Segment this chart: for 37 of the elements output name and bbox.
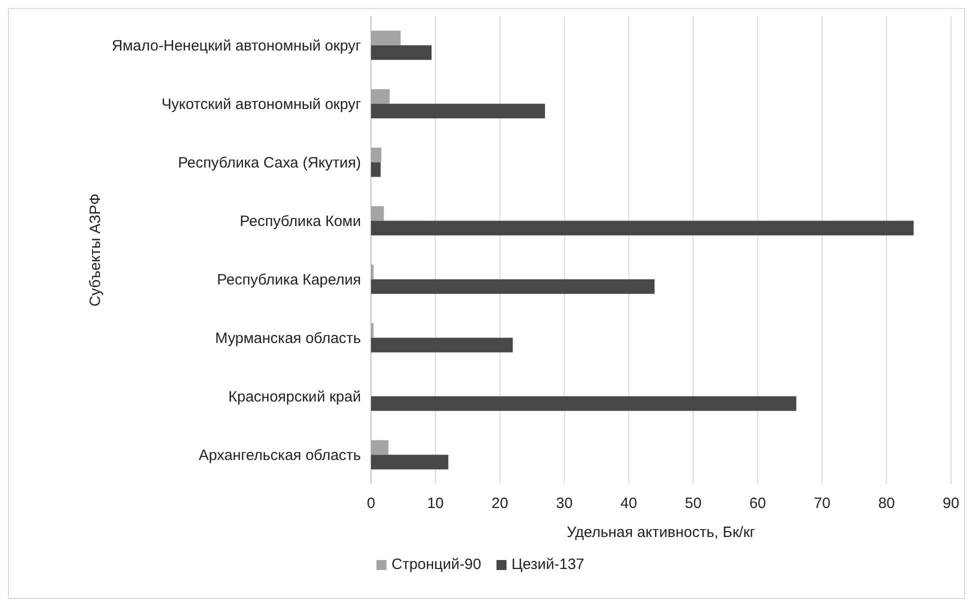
y-tick-label: Республика Коми xyxy=(240,212,361,230)
y-axis-title: Субъекты АЗРФ xyxy=(87,194,104,306)
bar xyxy=(371,148,382,162)
x-tick-label: 20 xyxy=(492,495,508,512)
y-tick-label: Мурманская область xyxy=(215,330,362,347)
bar xyxy=(371,45,432,60)
bar xyxy=(371,89,390,104)
x-tick-label: 70 xyxy=(814,495,830,512)
bar xyxy=(371,396,796,411)
y-tick-label: Ямало-Ненецкий автономный округ xyxy=(112,37,362,54)
bar xyxy=(371,338,513,352)
y-tick-label: Архангельская область xyxy=(198,446,362,464)
y-tick-label: Республика Карелия xyxy=(217,271,361,288)
bar xyxy=(371,323,374,338)
bar xyxy=(371,30,401,46)
x-axis-title: Удельная активность, Бк/кг xyxy=(566,524,756,541)
bar xyxy=(371,264,374,280)
legend-label: Стронций-90 xyxy=(392,556,482,573)
y-tick-label: Чукотский автономный округ xyxy=(161,96,362,113)
bar xyxy=(371,206,384,221)
bar xyxy=(371,162,381,177)
bar xyxy=(371,440,388,455)
bar xyxy=(371,279,655,294)
x-tick-label: 30 xyxy=(556,495,573,512)
x-tick-label: 90 xyxy=(942,495,960,512)
x-tick-label: 80 xyxy=(878,495,895,512)
y-tick-label: Республика Саха (Якутия) xyxy=(178,154,361,172)
bar xyxy=(371,104,545,118)
x-tick-label: 50 xyxy=(684,495,702,512)
x-tick-label: 40 xyxy=(620,495,638,512)
x-tick-label: 10 xyxy=(427,495,444,512)
bar xyxy=(371,220,914,236)
y-tick-label: Красноярский край xyxy=(228,388,361,406)
bar xyxy=(371,454,448,470)
x-tick-label: 60 xyxy=(749,495,766,512)
x-tick-label: 0 xyxy=(366,495,376,512)
legend-label: Цезий-137 xyxy=(512,556,584,573)
